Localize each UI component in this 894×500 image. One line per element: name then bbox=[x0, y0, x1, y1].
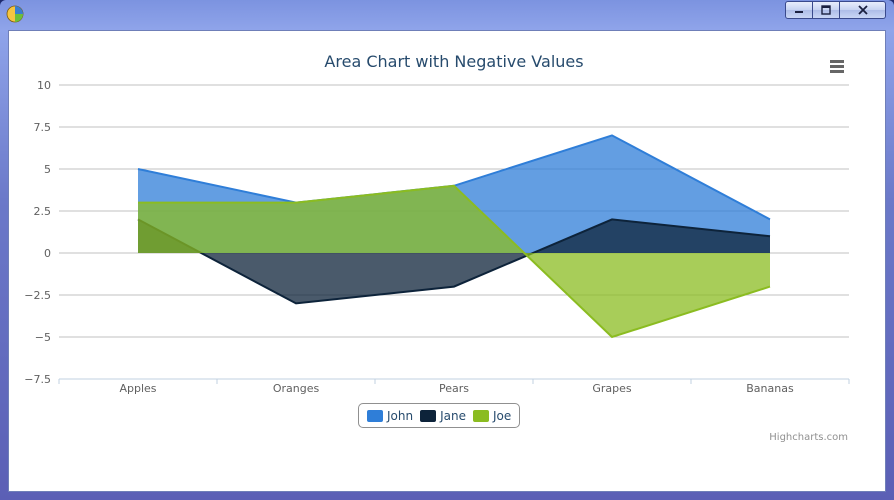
y-tick-label: 7.5 bbox=[34, 121, 52, 134]
legend-item-john[interactable]: John bbox=[367, 409, 413, 423]
y-tick-label: −7.5 bbox=[24, 373, 51, 386]
maximize-icon bbox=[821, 5, 831, 15]
x-tick-label: Bananas bbox=[746, 382, 794, 395]
chart-container: Area Chart with Negative Values 10 7.5 5 2.5… bbox=[8, 30, 886, 492]
window-controls bbox=[785, 1, 886, 20]
credits-link[interactable]: Highcharts.com bbox=[769, 432, 848, 443]
y-tick-label: −2.5 bbox=[24, 289, 51, 302]
area-fill-jane bbox=[138, 219, 770, 304]
area-line-jane bbox=[137, 218, 771, 305]
title-bar[interactable] bbox=[0, 0, 894, 28]
legend-label-joe: Joe bbox=[492, 408, 512, 423]
x-tick-label: Grapes bbox=[592, 382, 632, 395]
y-tick-label: −5 bbox=[35, 331, 51, 344]
x-tick-label: Oranges bbox=[273, 382, 320, 395]
legend-label-john: John bbox=[387, 408, 414, 423]
legend-swatch-john bbox=[367, 409, 383, 422]
chart-title: Area Chart with Negative Values bbox=[324, 52, 583, 71]
close-icon bbox=[857, 5, 868, 15]
y-tick-label: 0 bbox=[44, 247, 51, 260]
area-chart: Area Chart with Negative Values 10 7.5 5 2.5… bbox=[24, 52, 850, 395]
minimize-icon bbox=[795, 11, 803, 13]
y-tick-label: 10 bbox=[37, 79, 51, 92]
menu-icon bbox=[830, 60, 844, 63]
area-line-joe bbox=[138, 184, 771, 339]
x-tick-label: Apples bbox=[119, 382, 156, 395]
x-tick-label: Pears bbox=[439, 382, 469, 395]
legend-item-jane[interactable]: Jane bbox=[420, 409, 466, 423]
menu-icon-bar bbox=[830, 65, 844, 68]
minimize-button[interactable] bbox=[785, 1, 813, 19]
legend-swatch-joe bbox=[472, 409, 489, 422]
legend-item-joe[interactable]: Joe bbox=[472, 408, 512, 423]
chart-legend: John Jane Joe bbox=[358, 403, 520, 428]
close-button[interactable] bbox=[840, 1, 886, 19]
chart-export-menu-button[interactable] bbox=[830, 59, 846, 75]
area-fill-joe bbox=[138, 185, 770, 337]
menu-icon-bar bbox=[830, 70, 844, 73]
y-tick-label: 5 bbox=[44, 163, 51, 176]
legend-swatch-jane bbox=[420, 409, 437, 422]
legend-label-jane: Jane bbox=[440, 408, 466, 423]
y-tick-label: 2.5 bbox=[34, 205, 52, 218]
maximize-button[interactable] bbox=[813, 1, 840, 19]
pie-chart-icon bbox=[6, 5, 24, 23]
